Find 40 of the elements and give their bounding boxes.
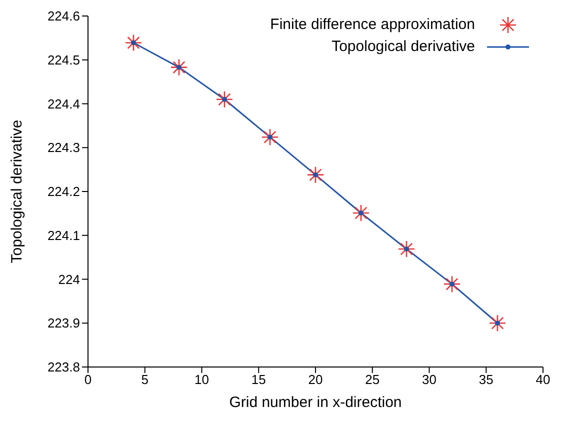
point [131, 40, 136, 46]
point [450, 282, 454, 287]
x-tick-label: 5 [141, 372, 148, 388]
point [404, 246, 409, 252]
y-axis-title: Topological derivative [8, 120, 26, 264]
x-tick-label: 0 [84, 372, 92, 388]
y-tick-label: 224.6 [47, 8, 80, 24]
y-tick-label: 224.2 [47, 184, 80, 200]
x-tick-label: 40 [536, 372, 550, 388]
x-axis-title: Grid number in x-direction [229, 394, 402, 411]
x-tick-label: 35 [478, 372, 494, 388]
point [398, 240, 416, 258]
point [488, 314, 506, 332]
point [358, 210, 364, 216]
point [216, 90, 234, 108]
x-tick-label: 15 [251, 372, 266, 388]
point [352, 204, 370, 222]
point [495, 320, 500, 326]
x-tick-label: 25 [365, 372, 380, 388]
y-tick-label: 224.4 [47, 96, 80, 112]
point [306, 166, 324, 184]
x-tick-label: 10 [194, 372, 209, 388]
y-tick-label: 224.3 [47, 140, 80, 156]
point [176, 64, 182, 70]
point [443, 275, 461, 293]
point [124, 34, 142, 52]
point [170, 58, 188, 76]
point [268, 134, 272, 140]
y-tick-label: 224 [58, 272, 80, 287]
y-tick-label: 223.9 [47, 316, 80, 331]
point [313, 172, 318, 178]
point [261, 128, 279, 146]
legend-label: Finite difference approximation [270, 15, 475, 35]
y-tick-label: 224.1 [47, 228, 80, 243]
legend-label: Topological derivative [332, 37, 475, 57]
x-tick-label: 30 [422, 372, 436, 388]
y-tick-label: 223.8 [47, 360, 80, 375]
x-tick-label: 20 [308, 372, 323, 388]
point [222, 96, 227, 102]
y-tick-label: 224.5 [47, 52, 80, 68]
